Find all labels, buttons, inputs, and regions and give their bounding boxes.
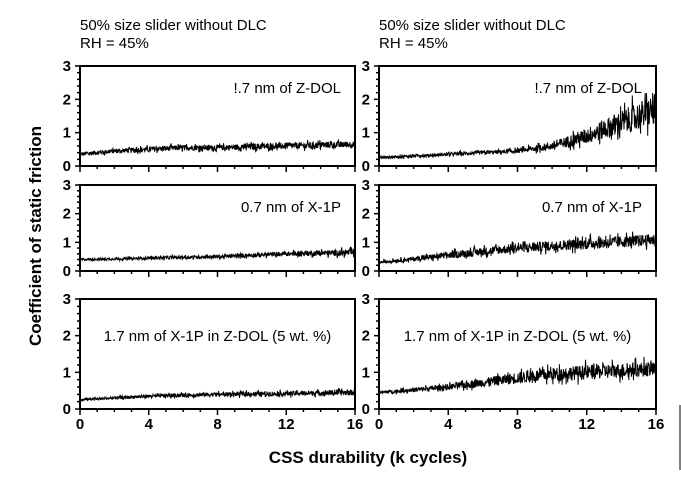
y-tick-label: 0 bbox=[362, 158, 370, 175]
x-tick-label: 8 bbox=[213, 416, 221, 433]
x-axis-label: CSS durability (k cycles) bbox=[269, 448, 467, 467]
x-tick-label: 16 bbox=[648, 416, 665, 433]
y-tick-label: 2 bbox=[63, 91, 71, 108]
data-series bbox=[79, 388, 356, 402]
x-tick-label: 0 bbox=[375, 416, 383, 433]
panel-annotation: !.7 nm of Z-DOL bbox=[534, 80, 642, 97]
y-tick-label: 2 bbox=[362, 206, 370, 223]
y-tick-label: 0 bbox=[63, 158, 71, 175]
panel-annotation: 0.7 nm of X-1P bbox=[241, 199, 341, 216]
panel-annotation: 1.7 nm of X-1P in Z-DOL (5 wt. %) bbox=[404, 328, 632, 345]
column-subtitle-left: RH = 45% bbox=[80, 35, 149, 52]
y-tick-label: 3 bbox=[63, 177, 71, 194]
panel-1-0: 0 1 2 3 !.7 nm of Z-DOL bbox=[362, 58, 657, 175]
y-tick-label: 2 bbox=[362, 91, 370, 108]
panel-annotation: 0.7 nm of X-1P bbox=[542, 199, 642, 216]
x-tick-label: 8 bbox=[513, 416, 521, 433]
y-axis-label: Coefficient of static friction bbox=[26, 126, 45, 346]
y-tick-label: 0 bbox=[362, 263, 370, 280]
column-subtitle-right: RH = 45% bbox=[379, 35, 448, 52]
y-tick-label: 2 bbox=[362, 328, 370, 345]
y-tick-label: 2 bbox=[63, 328, 71, 345]
data-series bbox=[80, 139, 356, 156]
y-tick-label: 3 bbox=[362, 291, 370, 308]
x-tick-label: 4 bbox=[444, 416, 453, 433]
panel-0-0: 0 1 2 3 !.7 nm of Z-DOL bbox=[63, 58, 356, 175]
x-tick-label: 0 bbox=[76, 416, 84, 433]
y-tick-label: 3 bbox=[362, 58, 370, 75]
panel-annotation: !.7 nm of Z-DOL bbox=[233, 80, 341, 97]
data-series bbox=[378, 356, 657, 396]
x-tick-label: 16 bbox=[347, 416, 364, 433]
y-tick-label: 1 bbox=[362, 234, 370, 251]
y-tick-label: 0 bbox=[63, 401, 71, 418]
data-series bbox=[79, 246, 356, 263]
y-tick-label: 1 bbox=[63, 125, 71, 142]
column-title-right: 50% size slider without DLC bbox=[379, 17, 566, 34]
y-tick-label: 0 bbox=[362, 401, 370, 418]
y-tick-label: 0 bbox=[63, 263, 71, 280]
y-tick-label: 3 bbox=[63, 58, 71, 75]
x-tick-label: 4 bbox=[145, 416, 154, 433]
y-tick-label: 3 bbox=[63, 291, 71, 308]
y-tick-label: 2 bbox=[63, 206, 71, 223]
y-tick-label: 1 bbox=[63, 234, 71, 251]
column-title-left: 50% size slider without DLC bbox=[80, 17, 267, 34]
y-tick-label: 1 bbox=[63, 364, 71, 381]
panel-1-1: 0 1 2 3 0.7 nm of X-1P bbox=[362, 177, 657, 280]
y-tick-label: 3 bbox=[362, 177, 370, 194]
data-series bbox=[378, 231, 657, 265]
x-tick-label: 12 bbox=[578, 416, 595, 433]
plot-frame bbox=[378, 298, 657, 410]
y-tick-label: 1 bbox=[362, 125, 370, 142]
panel-annotation: 1.7 nm of X-1P in Z-DOL (5 wt. %) bbox=[104, 328, 332, 345]
x-tick-label: 12 bbox=[278, 416, 295, 433]
plot-frame bbox=[378, 184, 657, 272]
data-series bbox=[378, 92, 657, 161]
y-tick-label: 1 bbox=[362, 364, 370, 381]
panel-0-1: 0 1 2 3 0.7 nm of X-1P bbox=[63, 177, 356, 280]
